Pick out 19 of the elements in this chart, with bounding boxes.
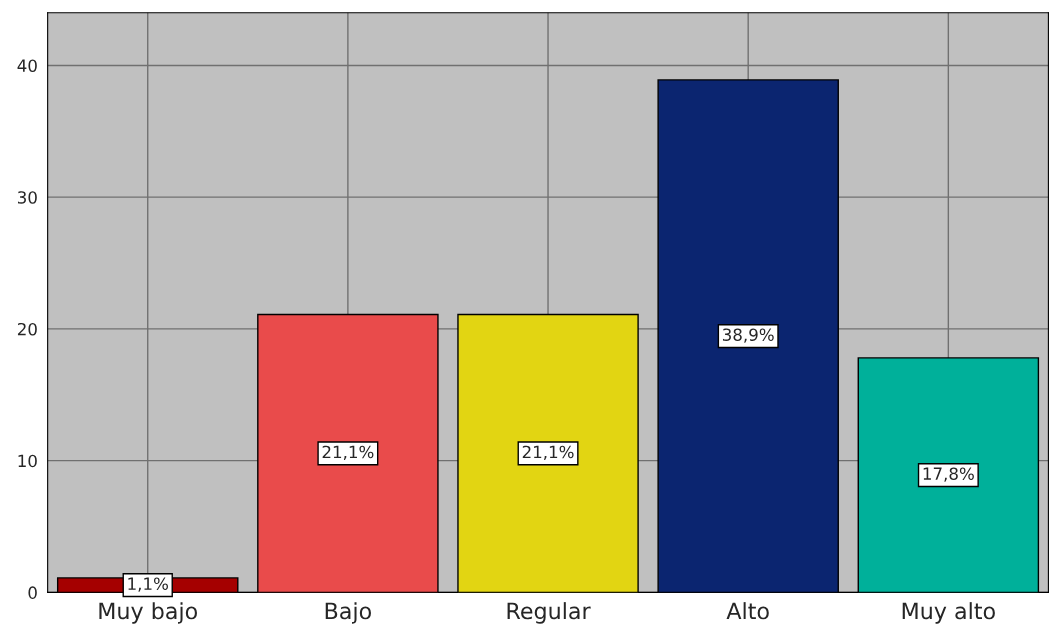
bar [857,357,1040,593]
x-tick-label: Bajo [325,602,371,624]
y-tick-label: 40 [17,59,37,73]
data-label: 38,9% [722,328,774,343]
bar [657,79,839,593]
x-tick-label: Regular [507,602,591,624]
x-tick-label: Muy bajo [99,602,197,624]
y-tick-label: 30 [18,191,37,204]
y-tick-label: 10 [18,454,37,468]
x-tick-label: Muy alto [902,602,995,624]
data-label: 17,8% [923,467,974,482]
bar [457,313,639,593]
data-label: 21,1% [522,445,574,460]
data-label: 1,1% [128,577,168,592]
x-tick-label: Alto [726,602,769,620]
y-tick-label: 20 [17,322,37,336]
bar [257,313,439,593]
y-tick-label: 0 [28,586,37,599]
data-label: 21,1% [322,445,374,460]
